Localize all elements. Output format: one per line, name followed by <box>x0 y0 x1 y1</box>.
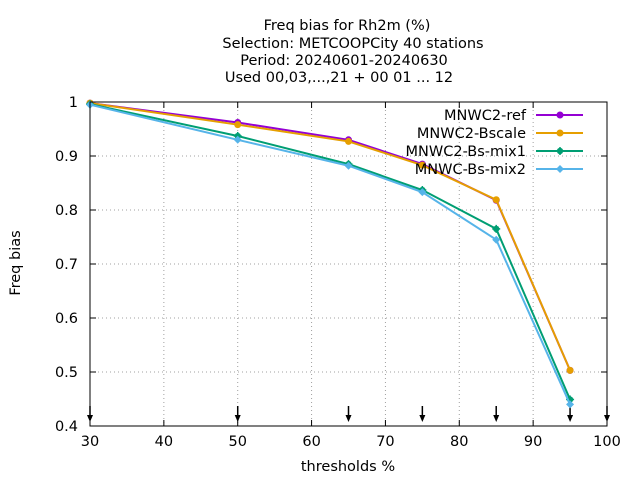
data-point <box>556 165 564 173</box>
y-tick-label: 1 <box>69 95 78 111</box>
data-point <box>344 161 353 170</box>
data-point <box>556 147 564 155</box>
threshold-arrow-head <box>493 415 500 422</box>
threshold-arrow-head <box>567 415 574 422</box>
data-point <box>492 224 501 233</box>
legend-label: MNWC2-Bscale <box>417 126 526 142</box>
y-tick-label: 0.8 <box>55 203 78 219</box>
data-point <box>418 188 427 197</box>
title-line-3: Period: 20240601-20240630 <box>240 53 448 69</box>
data-point <box>556 129 564 137</box>
data-point <box>556 111 564 119</box>
series-line <box>89 103 571 400</box>
data-point <box>566 366 574 374</box>
data-point <box>233 135 242 144</box>
x-tick-label: 90 <box>524 434 542 450</box>
data-point <box>418 161 426 169</box>
threshold-markers <box>87 406 610 422</box>
data-point <box>492 196 500 204</box>
data-point <box>566 400 575 409</box>
legend-label: MNWC-Bs-mix2 <box>415 162 526 178</box>
series-line <box>89 103 571 405</box>
legend-item: MNWC2-Bscale <box>417 126 583 142</box>
series-line <box>89 102 571 371</box>
legend-label: MNWC2-Bs-mix1 <box>406 144 526 160</box>
legend-item: MNWC2-ref <box>444 108 583 124</box>
y-tick-label: 0.9 <box>55 149 78 165</box>
title-line-1: Freq bias for Rh2m (%) <box>264 18 431 34</box>
grid-lines <box>89 101 608 427</box>
chart-title: Freq bias for Rh2m (%) Selection: METCOO… <box>222 18 483 86</box>
x-tick-label: 70 <box>376 434 394 450</box>
x-tick-label: 50 <box>228 434 246 450</box>
data-point <box>345 137 352 145</box>
threshold-arrow-head <box>419 415 426 422</box>
axis-ticks: 30 40 50 60 70 80 90 100 0.4 0.5 0.6 0.7 0.8 0.9 1 <box>55 95 621 450</box>
y-tick-label: 0.7 <box>55 257 78 273</box>
series-lines <box>86 99 575 409</box>
threshold-arrow-head <box>345 415 352 422</box>
legend-item: MNWC-Bs-mix2 <box>415 162 583 178</box>
data-point <box>234 121 242 129</box>
threshold-arrow-head <box>234 415 241 422</box>
plot-frame <box>89 101 608 427</box>
x-tick-label: 100 <box>593 434 621 450</box>
y-tick-label: 0.4 <box>55 419 78 435</box>
data-point <box>492 235 501 244</box>
x-tick-label: 80 <box>450 434 468 450</box>
legend: MNWC2-ref MNWC2-Bscale MNWC2-Bs-mix1 MNWC-B… <box>406 108 583 178</box>
data-point-cross <box>556 147 564 155</box>
legend-label: MNWC2-ref <box>444 108 527 124</box>
title-line-4: Used 00,03,...,21 + 00 01 ... 12 <box>225 70 453 86</box>
legend-item: MNWC2-Bs-mix1 <box>406 144 583 160</box>
x-tick-label: 60 <box>302 434 320 450</box>
series-mnwc2-bscale <box>86 99 574 374</box>
y-tick-label: 0.6 <box>55 311 78 327</box>
y-axis-label: Freq bias <box>8 230 24 295</box>
title-line-2: Selection: METCOOPCity 40 stations <box>222 36 483 52</box>
data-point-cross <box>492 224 501 233</box>
x-tick-label: 40 <box>155 434 173 450</box>
x-tick-label: 30 <box>81 434 99 450</box>
x-axis-label: thresholds % <box>301 459 395 475</box>
y-tick-label: 0.5 <box>55 365 78 381</box>
